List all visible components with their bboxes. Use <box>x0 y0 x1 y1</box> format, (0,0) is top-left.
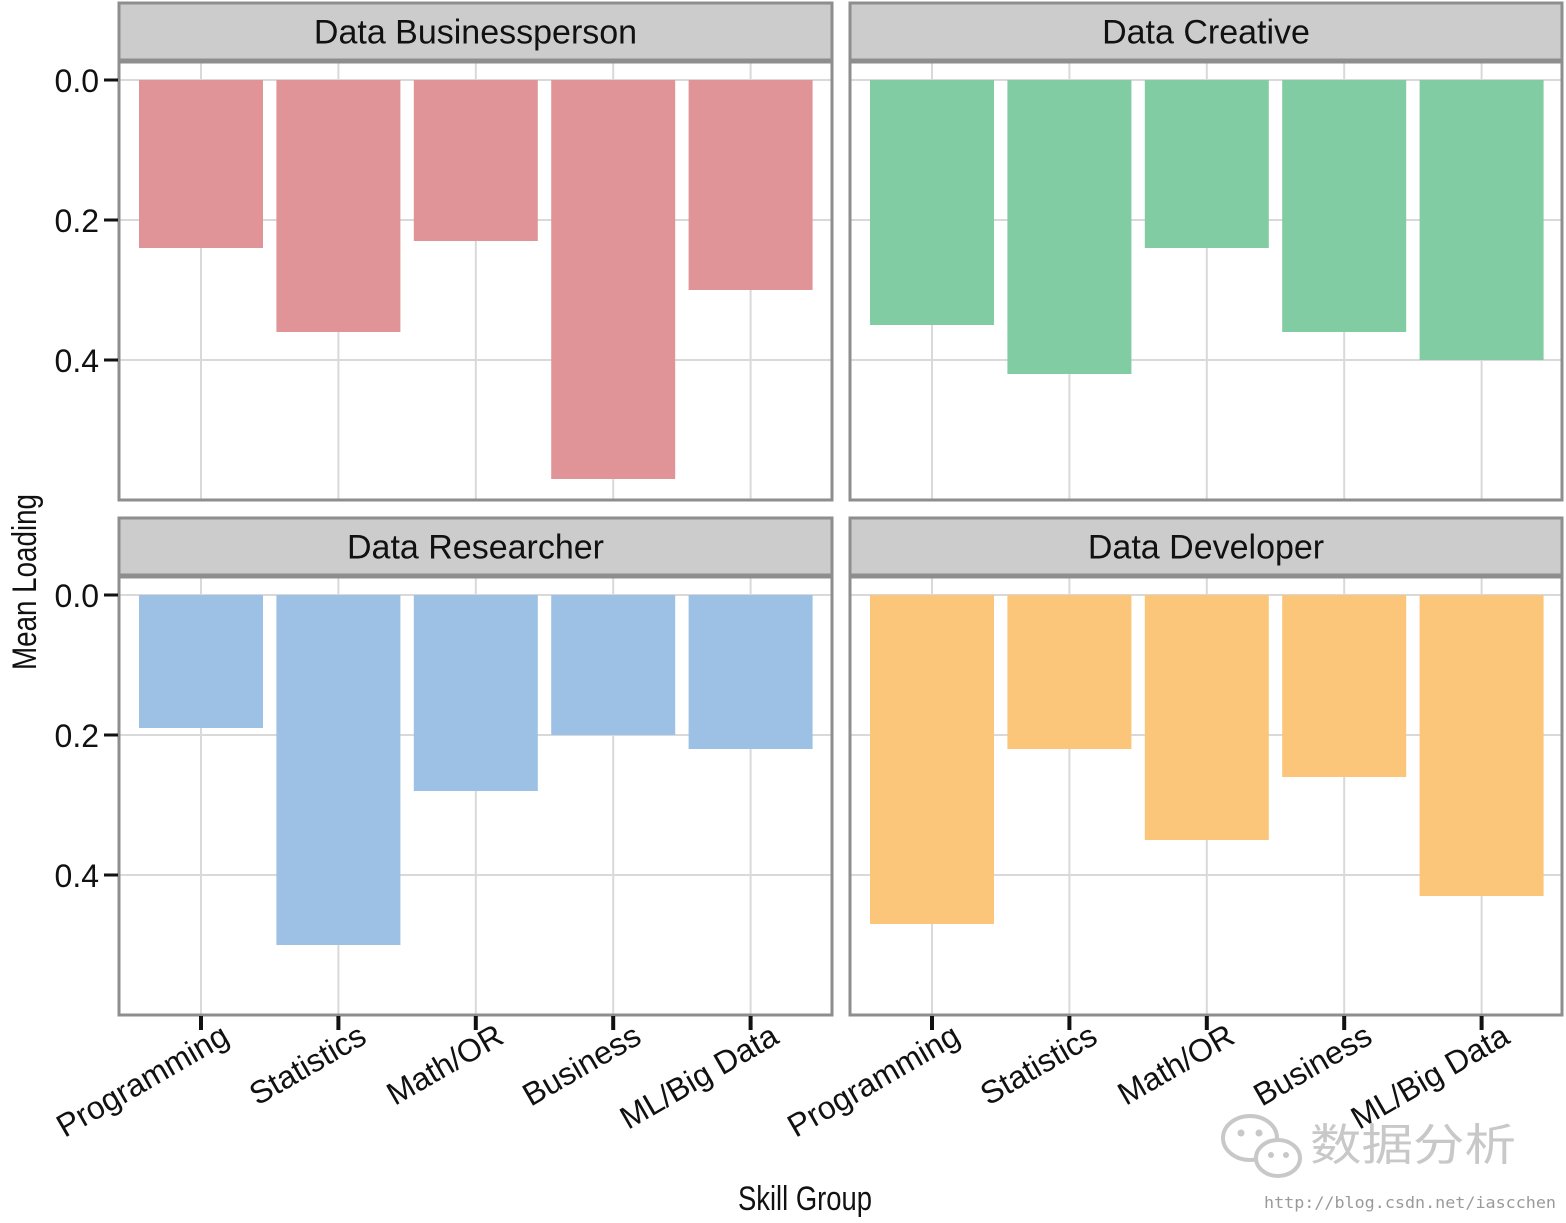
y-tick-label: 0.4 <box>55 858 99 894</box>
y-axes: 0.0 0.2 0.4 0.0 0.2 0.4 <box>55 63 118 894</box>
bar-data-businessperson-programming <box>139 80 263 248</box>
x-tick-label: Math/OR <box>380 1017 509 1112</box>
x-tick-label: ML/Big Data <box>1345 1017 1516 1136</box>
panel-border <box>117 60 834 502</box>
bar-data-creative-math-or <box>1144 80 1269 248</box>
strip-header <box>848 516 1564 577</box>
bar-data-researcher-statistics <box>276 595 401 945</box>
x-tick-label: Statistics <box>243 1017 372 1112</box>
strip-header <box>117 1 834 62</box>
x-axes: Programming Statistics Math/OR BusinessML/B… <box>50 1016 1515 1144</box>
bar-data-creative-business <box>1282 80 1407 332</box>
bar-data-developer-ml-big-data <box>1419 595 1544 896</box>
panel-border <box>848 60 1564 502</box>
bar-data-researcher-programming <box>139 595 263 728</box>
panel-data-creative: Data Creative <box>848 1 1564 502</box>
bar-data-developer-statistics <box>1007 595 1132 749</box>
bar-data-businessperson-statistics <box>276 80 401 332</box>
y-tick-label: 0.0 <box>55 578 99 614</box>
panel-title: Data Developer <box>1088 529 1324 567</box>
x-axis-title: Skill Group <box>738 1180 872 1218</box>
bar-data-developer-business <box>1282 595 1407 777</box>
bar-data-businessperson-math-or <box>413 80 538 241</box>
bar-data-developer-math-or <box>1144 595 1269 840</box>
panel-title: Data Creative <box>1102 14 1310 52</box>
panel-data-researcher: Data Researcher <box>117 516 834 1017</box>
panel-data-businessperson: Data Businessperson <box>117 1 834 502</box>
chart-panels: Data Businessperson Data Creative Data Res… <box>117 1 1564 1017</box>
wechat-icon <box>1221 1114 1302 1178</box>
y-tick-label: 0.0 <box>55 63 99 99</box>
bar-data-businessperson-business <box>551 80 676 479</box>
strip-header <box>117 516 834 577</box>
x-tick-label: Math/OR <box>1111 1017 1240 1112</box>
x-tick-label: Programming <box>781 1017 965 1144</box>
panel-border <box>848 575 1564 1017</box>
panel-title: Data Researcher <box>347 529 604 567</box>
bar-data-researcher-business <box>551 595 676 735</box>
bar-data-creative-programming <box>870 80 994 325</box>
bar-data-developer-programming <box>870 595 994 924</box>
panel-title: Data Businessperson <box>314 14 637 52</box>
x-tick-label: Statistics <box>974 1017 1103 1112</box>
x-tick-label: ML/Big Data <box>614 1017 785 1136</box>
strip-header <box>848 1 1564 62</box>
watermark-url: http://blog.csdn.net/iascchen <box>1264 1193 1556 1212</box>
y-axis-title: Mean Loading <box>6 494 44 670</box>
watermark-text: 数据分析 <box>1310 1120 1516 1171</box>
y-tick-label: 0.2 <box>55 203 99 239</box>
bar-data-researcher-ml-big-data <box>688 595 813 749</box>
bar-data-creative-ml-big-data <box>1419 80 1544 360</box>
y-tick-label: 0.2 <box>55 718 99 754</box>
bar-data-researcher-math-or <box>413 595 538 791</box>
panel-border <box>117 575 834 1017</box>
y-tick-label: 0.4 <box>55 343 99 379</box>
watermark: 数据分析 http://blog.csdn.net/iascchen <box>1221 1114 1556 1212</box>
x-tick-label: Programming <box>50 1017 234 1144</box>
bar-data-creative-statistics <box>1007 80 1132 374</box>
bar-data-businessperson-ml-big-data <box>688 80 813 290</box>
panel-data-developer: Data Developer <box>848 516 1564 1017</box>
